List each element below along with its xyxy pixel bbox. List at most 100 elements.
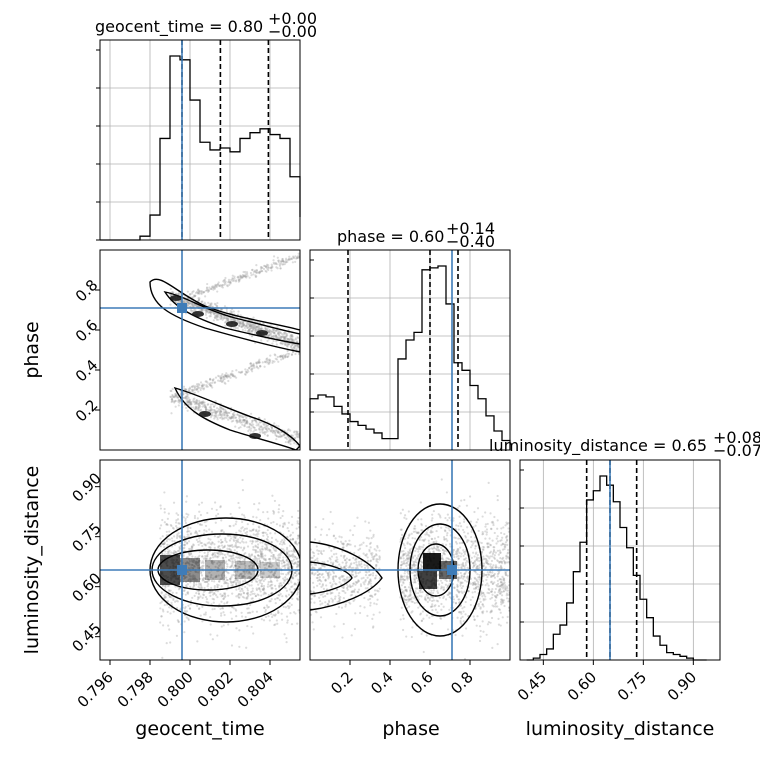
sample-point [199, 513, 203, 517]
sample-point [246, 523, 249, 526]
sample-point [226, 375, 229, 378]
sample-point [222, 570, 225, 573]
sample-point [277, 333, 281, 336]
sample-point [174, 405, 177, 408]
sample-point [270, 536, 274, 539]
sample-point [246, 589, 249, 592]
sample-point [490, 580, 493, 583]
sample-point [432, 589, 435, 592]
sample-point [239, 590, 242, 593]
sample-point [173, 396, 176, 399]
sample-point [277, 259, 280, 262]
sample-point [267, 330, 270, 334]
sample-point [183, 396, 186, 399]
sample-point [219, 413, 223, 417]
sample-point [196, 305, 199, 308]
sample-point [241, 520, 244, 524]
sample-point [175, 591, 178, 595]
sample-point [292, 256, 295, 259]
sample-point [170, 412, 173, 415]
sample-point [472, 566, 475, 569]
sample-point [245, 324, 248, 328]
sample-point [270, 540, 273, 544]
sample-point [297, 571, 300, 575]
sample-point [169, 395, 173, 399]
sample-point [227, 571, 230, 575]
sample-point [270, 266, 273, 269]
sample-point [257, 529, 261, 532]
sample-point [271, 431, 275, 434]
sample-point [283, 542, 286, 546]
sample-point [168, 549, 171, 552]
sample-point [297, 336, 300, 340]
sample-point [251, 370, 254, 373]
sample-point [219, 410, 223, 413]
sample-point [189, 305, 192, 308]
sample-point [258, 270, 261, 274]
sample-point [222, 378, 225, 381]
sample-point [220, 519, 223, 522]
sample-point [268, 329, 271, 332]
sample-point [230, 581, 233, 585]
sample-point [261, 430, 264, 433]
sample-point [219, 377, 223, 380]
sample-point [195, 532, 199, 535]
sample-point [238, 415, 241, 418]
sample-point [197, 593, 201, 596]
sample-point [220, 625, 223, 628]
sample-point [297, 434, 300, 437]
sample-point [275, 336, 278, 340]
sample-point [440, 608, 443, 611]
sample-point [502, 559, 505, 562]
sample-point [208, 315, 211, 318]
sample-point [221, 546, 225, 549]
sample-point [249, 322, 253, 325]
sample-point [250, 274, 253, 277]
sample-point [276, 622, 279, 625]
sample-point [207, 408, 210, 412]
sample-point [294, 260, 297, 263]
sample-point [407, 510, 410, 513]
sample-point [275, 596, 279, 600]
sample-point [206, 557, 209, 561]
sample-point [291, 553, 295, 556]
sample-point [257, 423, 260, 426]
sample-point [294, 344, 297, 347]
ylabel-phase: phase [21, 321, 43, 378]
sample-point [503, 532, 506, 536]
sample-point [173, 535, 176, 538]
sample-point [219, 505, 222, 508]
sample-point [492, 546, 495, 549]
sample-point [407, 572, 410, 575]
sample-point [176, 619, 179, 622]
sample-point [191, 388, 194, 391]
sample-point [460, 612, 463, 615]
sample-point [291, 340, 295, 343]
sample-point [226, 600, 229, 604]
histogram-luminosity_distance [526, 475, 707, 661]
sample-point [255, 362, 258, 365]
sample-point [204, 524, 208, 528]
sample-point [224, 276, 227, 280]
sample-point [503, 584, 507, 587]
sample-point [192, 309, 195, 312]
sample-point [278, 431, 281, 434]
sample-point [260, 585, 263, 588]
sample-point [495, 537, 498, 540]
sample-point [192, 398, 195, 401]
sample-point [163, 511, 166, 514]
sample-point [261, 270, 264, 273]
sample-point [232, 373, 235, 376]
sample-point [197, 402, 200, 406]
sample-point [276, 256, 279, 259]
sample-point [264, 554, 267, 557]
sample-point [219, 607, 222, 610]
sample-point [415, 547, 418, 550]
sample-point [463, 558, 467, 561]
sample-point [220, 316, 224, 319]
sample-point [271, 265, 274, 268]
sample-point [249, 365, 252, 368]
sample-point [242, 541, 245, 544]
sample-point [293, 437, 296, 440]
sample-point [458, 611, 461, 614]
